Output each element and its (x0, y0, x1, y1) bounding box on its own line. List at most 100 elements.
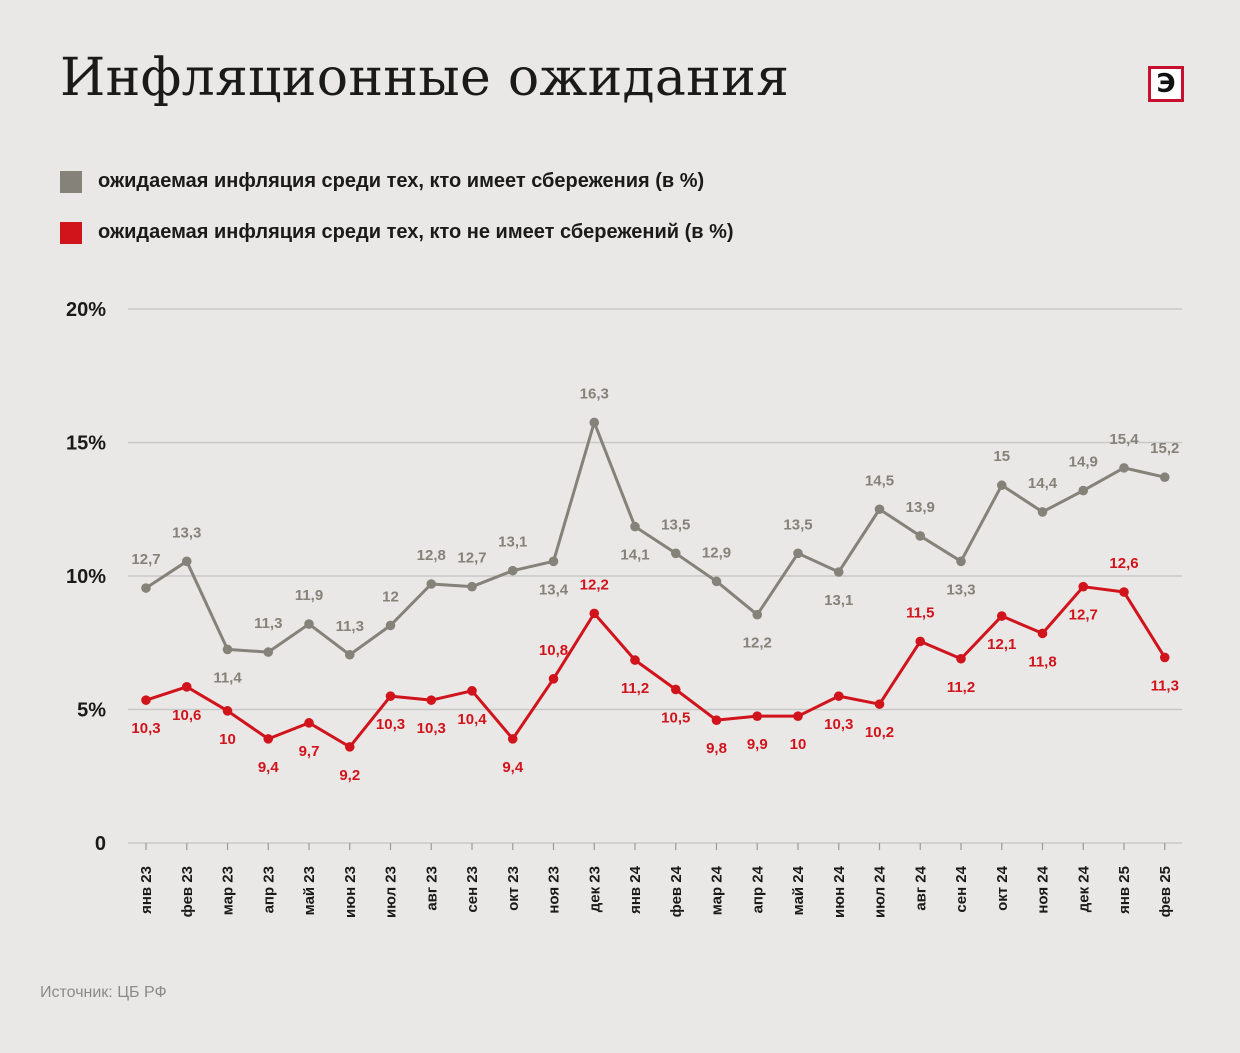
x-tick-label: ноя 24 (1035, 865, 1052, 913)
data-label: 14,1 (620, 547, 649, 564)
data-label: 16,3 (580, 385, 609, 402)
data-label: 13,1 (824, 592, 853, 609)
chart-title: Инфляционные ожидания (60, 48, 790, 108)
data-label: 11,5 (906, 604, 934, 621)
data-point (141, 695, 151, 705)
data-point (711, 576, 722, 587)
legend-label-savers: ожидаемая инфляция среди тех, кто имеет … (98, 170, 705, 192)
x-tick-label: май 23 (301, 866, 318, 915)
data-point (548, 673, 559, 684)
data-point (467, 581, 477, 592)
data-point (589, 417, 600, 428)
data-label: 10,5 (661, 709, 690, 726)
data-label: 10,3 (417, 720, 446, 737)
data-point (344, 742, 355, 752)
data-label: 12,2 (580, 576, 609, 593)
data-point (630, 521, 640, 532)
data-point (385, 691, 396, 701)
data-point (956, 556, 966, 567)
x-tick-label: янв 23 (138, 866, 155, 914)
data-label: 11,8 (1028, 653, 1056, 670)
data-label: 12,9 (702, 544, 731, 561)
data-point (1159, 652, 1170, 663)
data-point (589, 608, 600, 619)
data-label: 11,9 (295, 587, 323, 604)
x-tick-label: янв 24 (627, 865, 644, 914)
source-note: Источник: ЦБ РФ (40, 984, 167, 1001)
x-tick-label: янв 25 (1116, 866, 1133, 914)
x-tick-label: май 24 (790, 865, 807, 915)
x-tick-label: ноя 23 (546, 866, 563, 914)
data-point (996, 611, 1007, 621)
legend-item-non-savers: ожидаемая инфляция среди тех, кто не име… (60, 221, 734, 244)
data-label: 9,4 (258, 759, 280, 776)
data-label: 11,3 (254, 615, 282, 632)
series-line-non-savers (145, 585, 1167, 749)
brand-logo: Э (1148, 66, 1184, 102)
data-point (1119, 587, 1129, 597)
data-point (507, 565, 518, 576)
data-label: 13,1 (498, 534, 527, 551)
data-label: 9,8 (706, 740, 727, 757)
x-tick-label: фев 24 (668, 865, 685, 917)
x-tick-label: авг 24 (912, 865, 929, 910)
data-label: 11,2 (947, 679, 975, 696)
data-label: 14,4 (1028, 475, 1058, 492)
y-tick-label: 5% (77, 700, 106, 722)
data-label: 10 (790, 736, 807, 753)
series-line-savers (145, 420, 1166, 657)
data-label: 9,9 (747, 736, 768, 753)
data-point (222, 706, 233, 716)
data-point (915, 636, 926, 647)
data-point (426, 695, 437, 705)
data-label: 10 (219, 731, 236, 748)
data-label: 13,5 (783, 516, 812, 533)
data-point (752, 609, 763, 620)
x-tick-label: июн 23 (342, 866, 359, 918)
data-point (304, 718, 314, 728)
data-label: 10,3 (131, 720, 160, 737)
data-point (874, 699, 885, 709)
data-label: 12,2 (743, 635, 772, 652)
data-label: 13,4 (539, 581, 569, 598)
data-label: 9,4 (502, 759, 524, 776)
data-label: 9,7 (299, 743, 320, 760)
data-point (1037, 628, 1048, 639)
x-tick-label: дек 24 (1075, 865, 1092, 912)
x-tick-label: апр 23 (260, 866, 277, 913)
x-tick-label: фев 25 (1157, 866, 1174, 917)
data-point (385, 620, 396, 631)
data-label: 11,3 (1151, 677, 1179, 694)
legend-label-non-savers: ожидаемая инфляция среди тех, кто не име… (98, 221, 734, 243)
x-tick-label: июн 24 (831, 865, 848, 918)
data-point (956, 653, 966, 664)
x-tick-label: авг 23 (423, 866, 440, 911)
data-label: 13,9 (906, 499, 935, 516)
data-label: 12,6 (1109, 555, 1138, 572)
data-label: 13,3 (946, 581, 975, 598)
x-tick-label: мар 24 (709, 865, 726, 915)
data-point (263, 647, 274, 657)
data-label: 12,1 (987, 636, 1016, 653)
data-point (467, 686, 477, 696)
legend-swatch-savers (60, 170, 82, 193)
data-point (1037, 507, 1048, 517)
data-label: 12,7 (1069, 607, 1098, 624)
data-label: 13,5 (661, 516, 690, 533)
data-label: 11,2 (621, 680, 649, 697)
data-point (263, 734, 274, 744)
data-point (1078, 581, 1089, 592)
data-point (630, 655, 640, 665)
data-point (996, 480, 1007, 491)
data-point (833, 691, 844, 701)
data-point (426, 579, 437, 589)
x-tick-label: фев 23 (179, 866, 196, 917)
data-point (141, 583, 151, 593)
data-label: 15 (993, 448, 1010, 465)
data-point (548, 556, 559, 567)
data-label: 10,6 (172, 707, 201, 724)
data-label: 10,2 (865, 724, 894, 741)
data-label: 15,2 (1150, 440, 1179, 457)
data-label: 10,4 (457, 711, 487, 728)
data-point (181, 556, 192, 567)
